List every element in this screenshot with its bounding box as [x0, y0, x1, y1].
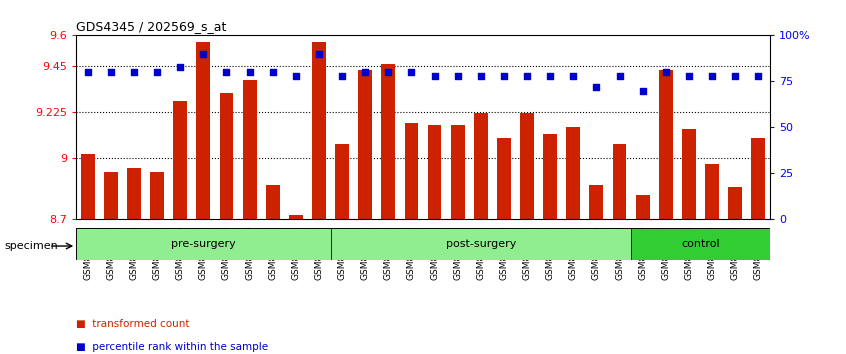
Point	[220, 69, 233, 75]
Bar	[543, 133, 558, 219]
Point	[567, 73, 580, 79]
Bar	[497, 138, 511, 219]
Point	[706, 73, 719, 79]
Bar	[728, 187, 742, 219]
Bar	[173, 101, 187, 219]
Bar	[127, 169, 141, 219]
Bar	[80, 154, 95, 219]
Point	[289, 73, 303, 79]
Point	[266, 69, 279, 75]
Bar	[631, 228, 770, 260]
Point	[243, 69, 256, 75]
Point	[127, 69, 140, 75]
Point	[543, 73, 557, 79]
Bar	[331, 228, 631, 260]
Text: pre-surgery: pre-surgery	[171, 239, 236, 249]
Text: post-surgery: post-surgery	[446, 239, 516, 249]
Point	[751, 73, 765, 79]
Point	[382, 69, 395, 75]
Point	[682, 73, 695, 79]
Bar	[219, 93, 233, 219]
Point	[312, 51, 326, 57]
Bar	[451, 125, 464, 219]
Point	[451, 73, 464, 79]
Bar	[76, 228, 331, 260]
Text: GDS4345 / 202569_s_at: GDS4345 / 202569_s_at	[76, 20, 227, 33]
Point	[359, 69, 372, 75]
Point	[590, 84, 603, 90]
Bar	[613, 144, 627, 219]
Bar	[566, 127, 580, 219]
Point	[428, 73, 442, 79]
Bar	[520, 113, 534, 219]
Bar	[335, 144, 349, 219]
Text: ■  percentile rank within the sample: ■ percentile rank within the sample	[76, 342, 268, 352]
Bar	[751, 138, 766, 219]
Bar	[659, 70, 673, 219]
Point	[659, 69, 673, 75]
Bar	[288, 215, 303, 219]
Point	[196, 51, 210, 57]
Point	[404, 69, 418, 75]
Bar	[404, 123, 419, 219]
Point	[104, 69, 118, 75]
Point	[497, 73, 511, 79]
Point	[636, 88, 650, 93]
Point	[728, 73, 742, 79]
Bar	[312, 41, 326, 219]
Text: ■  transformed count: ■ transformed count	[76, 319, 190, 329]
Point	[520, 73, 534, 79]
Text: specimen: specimen	[4, 241, 58, 251]
Bar	[243, 80, 256, 219]
Bar	[358, 70, 372, 219]
Bar	[705, 164, 719, 219]
Bar	[474, 113, 488, 219]
Point	[613, 73, 626, 79]
Point	[335, 73, 349, 79]
Bar	[590, 185, 603, 219]
Bar	[104, 172, 118, 219]
Point	[173, 64, 187, 69]
Bar	[635, 195, 650, 219]
Bar	[382, 64, 395, 219]
Bar	[682, 130, 696, 219]
Point	[81, 69, 95, 75]
Text: control: control	[681, 239, 720, 249]
Bar	[266, 185, 280, 219]
Bar	[150, 172, 164, 219]
Point	[474, 73, 487, 79]
Bar	[196, 41, 211, 219]
Point	[151, 69, 164, 75]
Bar	[427, 125, 442, 219]
